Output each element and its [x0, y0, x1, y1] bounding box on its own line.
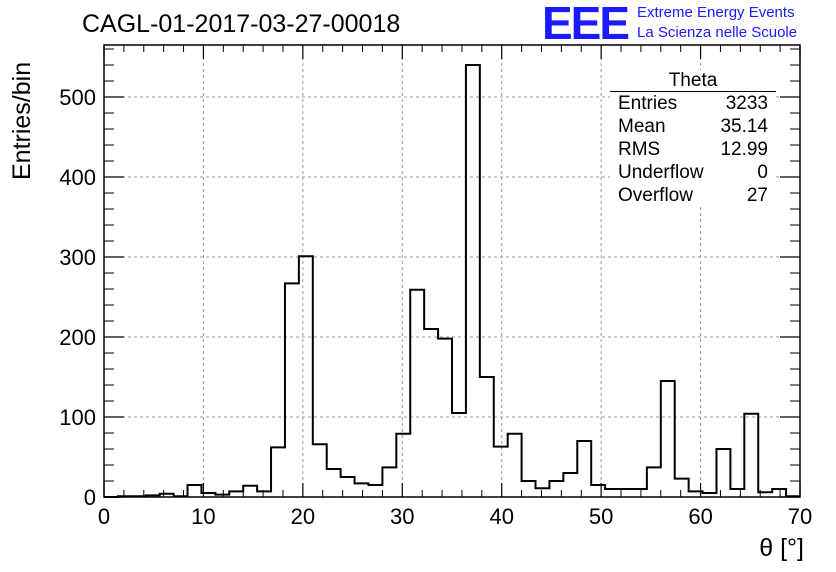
stats-title: Theta [610, 70, 776, 92]
histogram-bin [508, 434, 522, 497]
histogram-bin [744, 414, 758, 497]
x-tick-label: 70 [788, 504, 812, 529]
stats-value: 35.14 [720, 116, 768, 137]
stats-label: RMS [618, 139, 661, 160]
stats-row-entries: Entries 3233 [610, 92, 776, 115]
histogram-bin [271, 447, 285, 497]
histogram-bin [188, 485, 202, 497]
histogram-bin [327, 469, 341, 497]
stats-row-mean: Mean 35.14 [610, 115, 776, 138]
y-tick-label: 200 [59, 325, 96, 350]
stats-label: Underflow [618, 162, 704, 183]
histogram-bin [591, 485, 605, 497]
histogram-bin [647, 467, 661, 497]
stats-row-rms: RMS 12.99 [610, 138, 776, 161]
histogram-bin [675, 479, 689, 497]
stats-value: 27 [746, 185, 768, 206]
eee-logo: EEE [542, 0, 630, 49]
logo-line-1: Extreme Energy Events [637, 4, 795, 21]
histogram-bin [633, 489, 647, 497]
histogram-bin [661, 381, 675, 497]
x-tick-label: 0 [98, 504, 110, 529]
x-tick-label: 50 [589, 504, 613, 529]
histogram-bin [466, 65, 480, 497]
y-tick-label: 300 [59, 245, 96, 270]
histogram-bin [438, 339, 452, 497]
histogram-bin [396, 434, 410, 497]
histogram-bin [355, 483, 369, 497]
y-tick-label: 100 [59, 405, 96, 430]
histogram-bin [229, 491, 243, 497]
histogram-bin [536, 488, 550, 497]
histogram-bin [243, 486, 257, 497]
histogram-bin [563, 473, 577, 497]
logo-line-2: La Scienza nelle Scuole [637, 24, 798, 41]
histogram-bin [368, 485, 382, 497]
histogram-bin [410, 290, 424, 497]
x-tick-label: 40 [489, 504, 513, 529]
histogram-bin [494, 447, 508, 497]
y-tick-label: 500 [59, 85, 96, 110]
histogram-bin [285, 283, 299, 497]
chart-title: CAGL-01-2017-03-27-00018 [82, 10, 401, 38]
x-tick-label: 10 [191, 504, 215, 529]
stats-value: 12.99 [720, 139, 768, 160]
stats-box: Theta Entries 3233 Mean 35.14 RMS 12.99 … [610, 70, 776, 207]
x-tick-label: 60 [688, 504, 712, 529]
stats-label: Overflow [618, 185, 693, 206]
stats-row-underflow: Underflow 0 [610, 161, 776, 184]
histogram-bin [772, 489, 786, 497]
y-tick-label: 0 [84, 485, 96, 510]
histogram-bin [452, 413, 466, 497]
histogram-bin [480, 377, 494, 497]
histogram-bin [522, 481, 536, 497]
x-axis-label: θ [°] [759, 534, 804, 562]
stats-row-overflow: Overflow 27 [610, 184, 776, 207]
stats-value: 3233 [725, 93, 768, 114]
histogram-bin [424, 329, 438, 497]
x-tick-label: 30 [390, 504, 414, 529]
histogram-outline [104, 64, 800, 498]
histogram-bin [382, 467, 396, 497]
histogram-bin [257, 491, 271, 497]
histogram-bin [716, 449, 730, 497]
plot-frame [103, 44, 801, 498]
histogram-bin [605, 489, 619, 497]
histogram-bin [577, 441, 591, 497]
histogram-bin [299, 256, 313, 497]
x-tick-label: 20 [291, 504, 315, 529]
histogram-bin [313, 444, 327, 497]
histogram-bin [730, 489, 744, 497]
stats-value: 0 [757, 162, 768, 183]
y-axis-label: Entries/bin [8, 61, 36, 180]
stats-label: Entries [618, 93, 678, 114]
stats-label: Mean [618, 116, 666, 137]
y-tick-label: 400 [59, 165, 96, 190]
